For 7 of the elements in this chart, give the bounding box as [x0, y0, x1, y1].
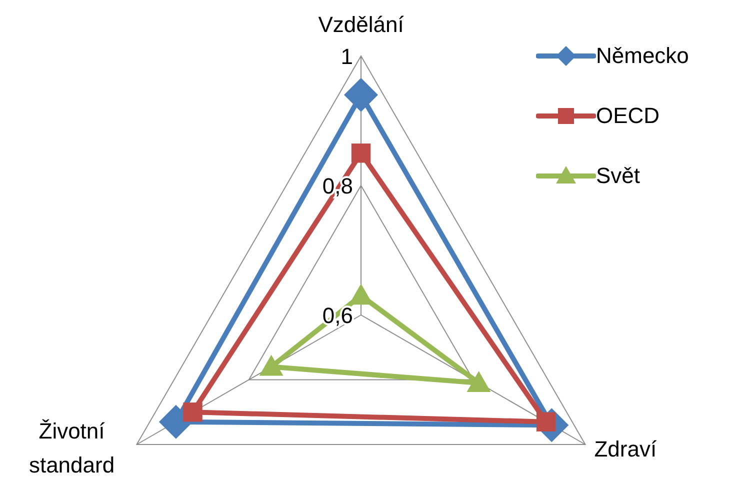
- legend-label: OECD: [596, 103, 660, 129]
- legend-label: Německo: [596, 43, 689, 69]
- spoke-label: Vzdělání: [318, 12, 404, 37]
- spoke-label: Životní standard: [28, 418, 115, 478]
- legend-label: Svět: [596, 163, 640, 189]
- spoke-label: Zdraví: [594, 436, 657, 462]
- y-tick-label: 1: [340, 44, 353, 69]
